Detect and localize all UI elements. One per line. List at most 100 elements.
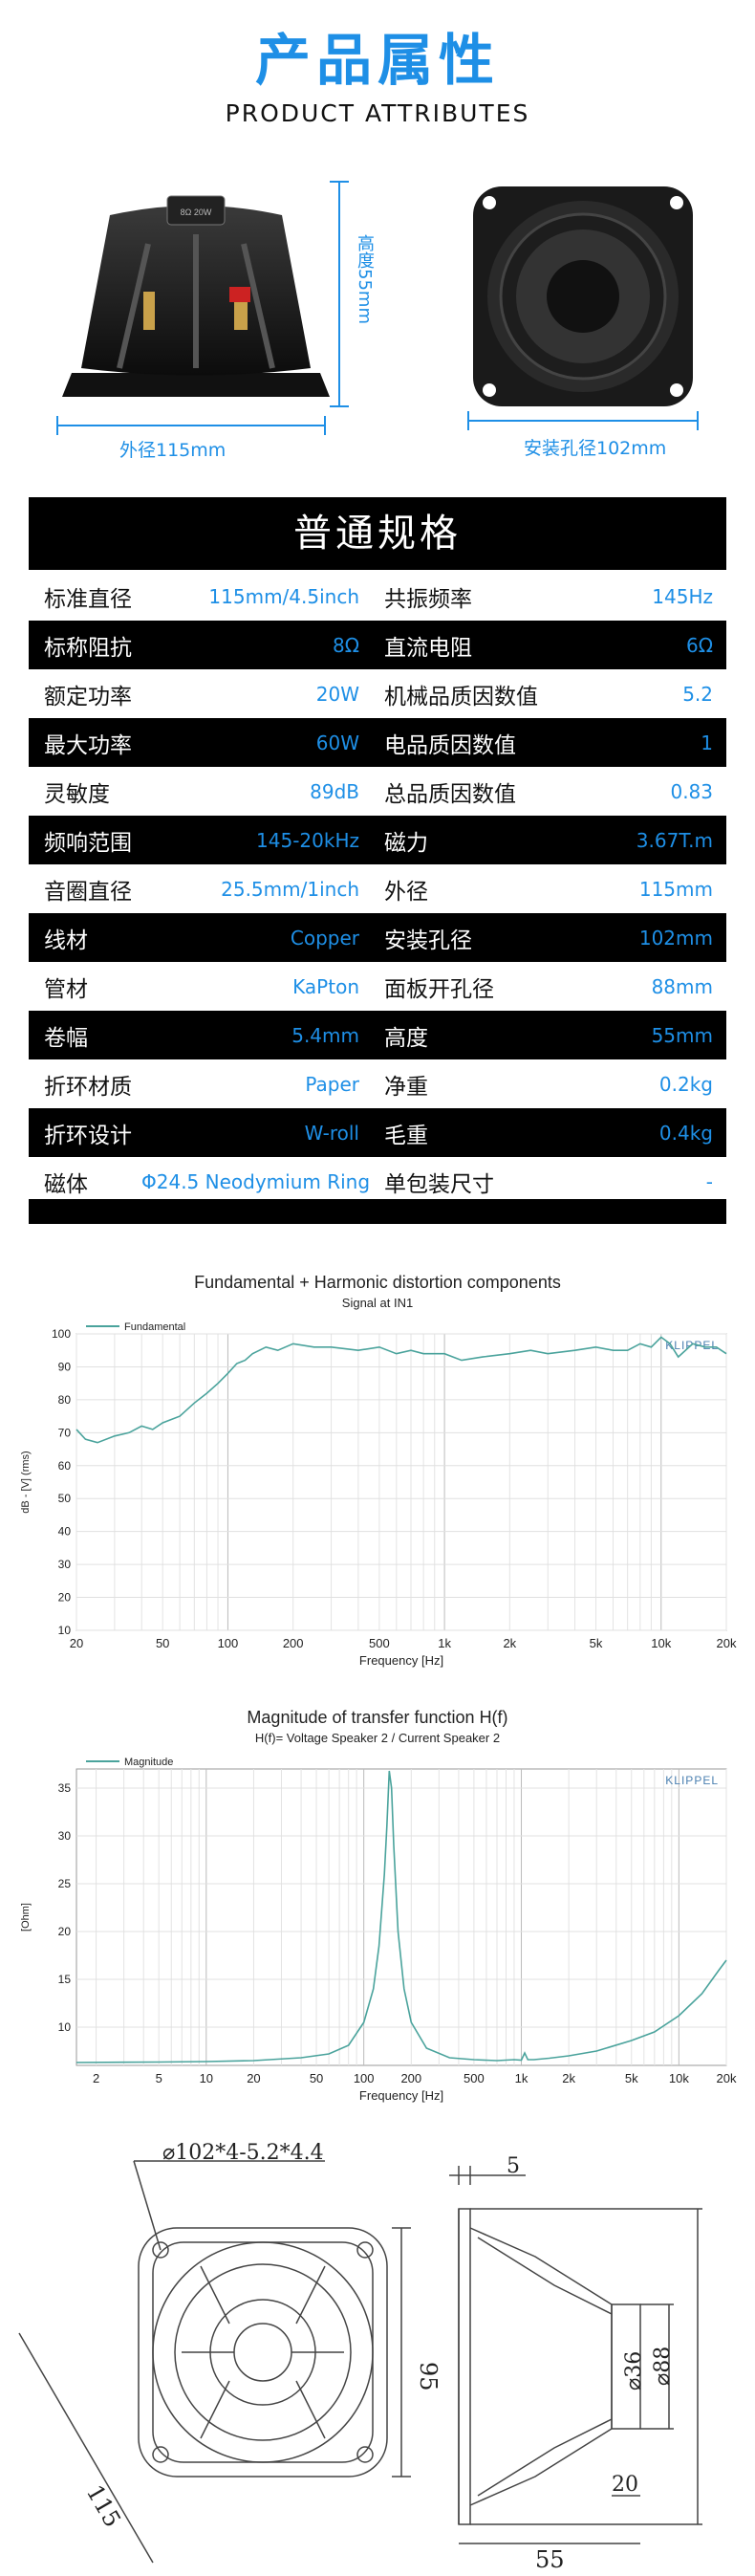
x-tick-label: 5: [156, 2071, 162, 2085]
series-line: [76, 1336, 727, 1444]
page-title: 产品属性: [254, 28, 500, 93]
spec-table-footer-bar: [29, 1199, 726, 1224]
x-tick-label: 500: [464, 2071, 485, 2085]
x-tick-label: 100: [218, 1636, 239, 1650]
x-tick-label: 10k: [669, 2071, 689, 2085]
x-tick-label: 100: [354, 2071, 375, 2085]
front-width-label: 95: [415, 2362, 442, 2391]
spec-key: 灵敏度: [44, 781, 110, 807]
y-tick-label: 90: [58, 1360, 72, 1373]
spec-table: 标准直径 115mm/4.5inch 共振频率 145Hz 标称阻抗 8Ω 直流电阻 6Ω 额定…: [29, 572, 726, 1206]
spec-row: 管材 KaPton 面板开孔径 88mm: [29, 962, 726, 1011]
spec-row: 最大功率 60W 电品质因数值 1: [29, 718, 726, 767]
spec-key: 共振频率: [384, 586, 472, 612]
x-tick-label: 5k: [625, 2071, 638, 2085]
x-tick-label: 50: [156, 1636, 169, 1650]
spec-key: 磁力: [384, 830, 428, 856]
spec-row: 音圈直径 25.5mm/1inch 外径 115mm: [29, 864, 726, 913]
spec-value: KaPton: [292, 974, 359, 998]
series-line: [76, 1770, 727, 2063]
outer-diameter-caption: 外径115mm: [119, 440, 226, 461]
legend-label: Fundamental: [124, 1321, 185, 1333]
hole-spec-label: ⌀102*4-5.2*4.4: [162, 2142, 324, 2165]
spec-key: 毛重: [384, 1123, 428, 1148]
spec-row: 卷幅 5.4mm 高度 55mm: [29, 1011, 726, 1059]
chart-title: Fundamental + Harmonic distortion compon…: [194, 1273, 561, 1292]
y-axis-label: dB - [V] (rms): [20, 1451, 32, 1513]
mount-hole-caption: 安装孔径102mm: [524, 438, 667, 459]
side-view-drawing: [449, 2166, 702, 2544]
side-thickness-label: 5: [507, 2154, 520, 2178]
y-tick-label: 10: [58, 1624, 72, 1637]
spec-key: 机械品质因数值: [384, 684, 538, 709]
spec-key: 标称阻抗: [44, 635, 132, 661]
y-tick-label: 80: [58, 1393, 72, 1407]
spec-value: 20W: [315, 682, 359, 706]
spec-value: 8Ω: [332, 633, 359, 657]
spec-value: 25.5mm/1inch: [221, 877, 359, 901]
spec-key: 线材: [44, 928, 88, 953]
spec-key: 安装孔径: [384, 928, 472, 953]
legend-label: Magnitude: [124, 1757, 173, 1768]
front-view-drawing: [18, 2160, 411, 2564]
speaker-front-photo: [468, 182, 698, 411]
spec-key: 最大功率: [44, 732, 132, 758]
y-tick-label: 40: [58, 1525, 72, 1539]
dimension-drawing: ⌀102*4-5.2*4.4 95 115 5 ⌀36 ⌀88 20 55: [0, 2141, 755, 2573]
spec-key: 磁体: [44, 1171, 88, 1197]
x-tick-label: 20k: [717, 2071, 737, 2085]
chart-subtitle: Signal at IN1: [342, 1296, 413, 1310]
side-20-label: 20: [612, 2473, 638, 2497]
side-55-label: 55: [535, 2546, 565, 2571]
spec-key: 折环材质: [44, 1074, 132, 1100]
spec-value: 60W: [315, 731, 359, 754]
spec-value: 89dB: [310, 779, 359, 803]
spec-key: 高度: [384, 1025, 428, 1051]
spec-value: 115mm: [638, 877, 713, 901]
x-tick-label: 1k: [438, 1636, 451, 1650]
spec-value: 145Hz: [652, 584, 713, 608]
spec-key: 面板开孔径: [384, 976, 494, 1002]
spec-key: 净重: [384, 1074, 428, 1100]
x-tick-label: 2: [93, 2071, 99, 2085]
spec-table-title: 普通规格: [29, 497, 726, 570]
x-tick-label: 200: [283, 1636, 304, 1650]
spec-row: 磁体 Φ24.5 Neodymium Ring 单包装尺寸 -: [29, 1157, 726, 1206]
y-axis-label: [Ohm]: [20, 1903, 32, 1932]
spec-value: 0.2kg: [658, 1072, 713, 1096]
front-diagonal-label: 115: [81, 2480, 126, 2532]
spec-row: 标称阻抗 8Ω 直流电阻 6Ω: [29, 621, 726, 669]
spec-value: -: [705, 1169, 713, 1193]
spec-row: 频响范围 145-20kHz 磁力 3.67T.m: [29, 816, 726, 864]
spec-value: Φ24.5 Neodymium Ring: [141, 1169, 371, 1193]
plot-area: [76, 1768, 727, 2066]
side-d88-label: ⌀88: [651, 2347, 675, 2386]
x-tick-label: 50: [310, 2071, 323, 2085]
spec-key: 音圈直径: [44, 879, 132, 905]
y-tick-label: 35: [58, 1781, 72, 1795]
spec-row: 折环设计 W-roll 毛重 0.4kg: [29, 1108, 726, 1157]
y-tick-label: 70: [58, 1426, 72, 1439]
spec-value: 55mm: [651, 1023, 713, 1047]
x-tick-label: 2k: [562, 2071, 575, 2085]
spec-value: 3.67T.m: [636, 828, 713, 852]
spec-row: 额定功率 20W 机械品质因数值 5.2: [29, 669, 726, 718]
spec-key: 频响范围: [44, 830, 132, 856]
y-tick-label: 30: [58, 1558, 72, 1571]
x-tick-label: 1k: [515, 2071, 528, 2085]
x-tick-label: 20: [70, 1636, 83, 1650]
height-dimension-line: [56, 181, 699, 435]
magnet-label: 8Ω 20W: [181, 207, 212, 217]
x-tick-label: 200: [400, 2071, 421, 2085]
chart-subtitle: H(f)= Voltage Speaker 2 / Current Speake…: [255, 1731, 500, 1745]
spec-value: 102mm: [638, 926, 713, 950]
x-axis-label: Frequency [Hz]: [359, 1653, 443, 1668]
spec-value: 5.2: [682, 682, 713, 706]
spec-value: 5.4mm: [291, 1023, 359, 1047]
spec-key: 电品质因数值: [384, 732, 516, 758]
speaker-rear-photo: 8Ω 20W: [53, 177, 339, 406]
spec-value: W-roll: [304, 1121, 359, 1145]
chart-title: Magnitude of transfer function H(f): [247, 1708, 507, 1727]
spec-value: 145-20kHz: [256, 828, 359, 852]
height-caption: 高度55mm: [355, 234, 375, 324]
